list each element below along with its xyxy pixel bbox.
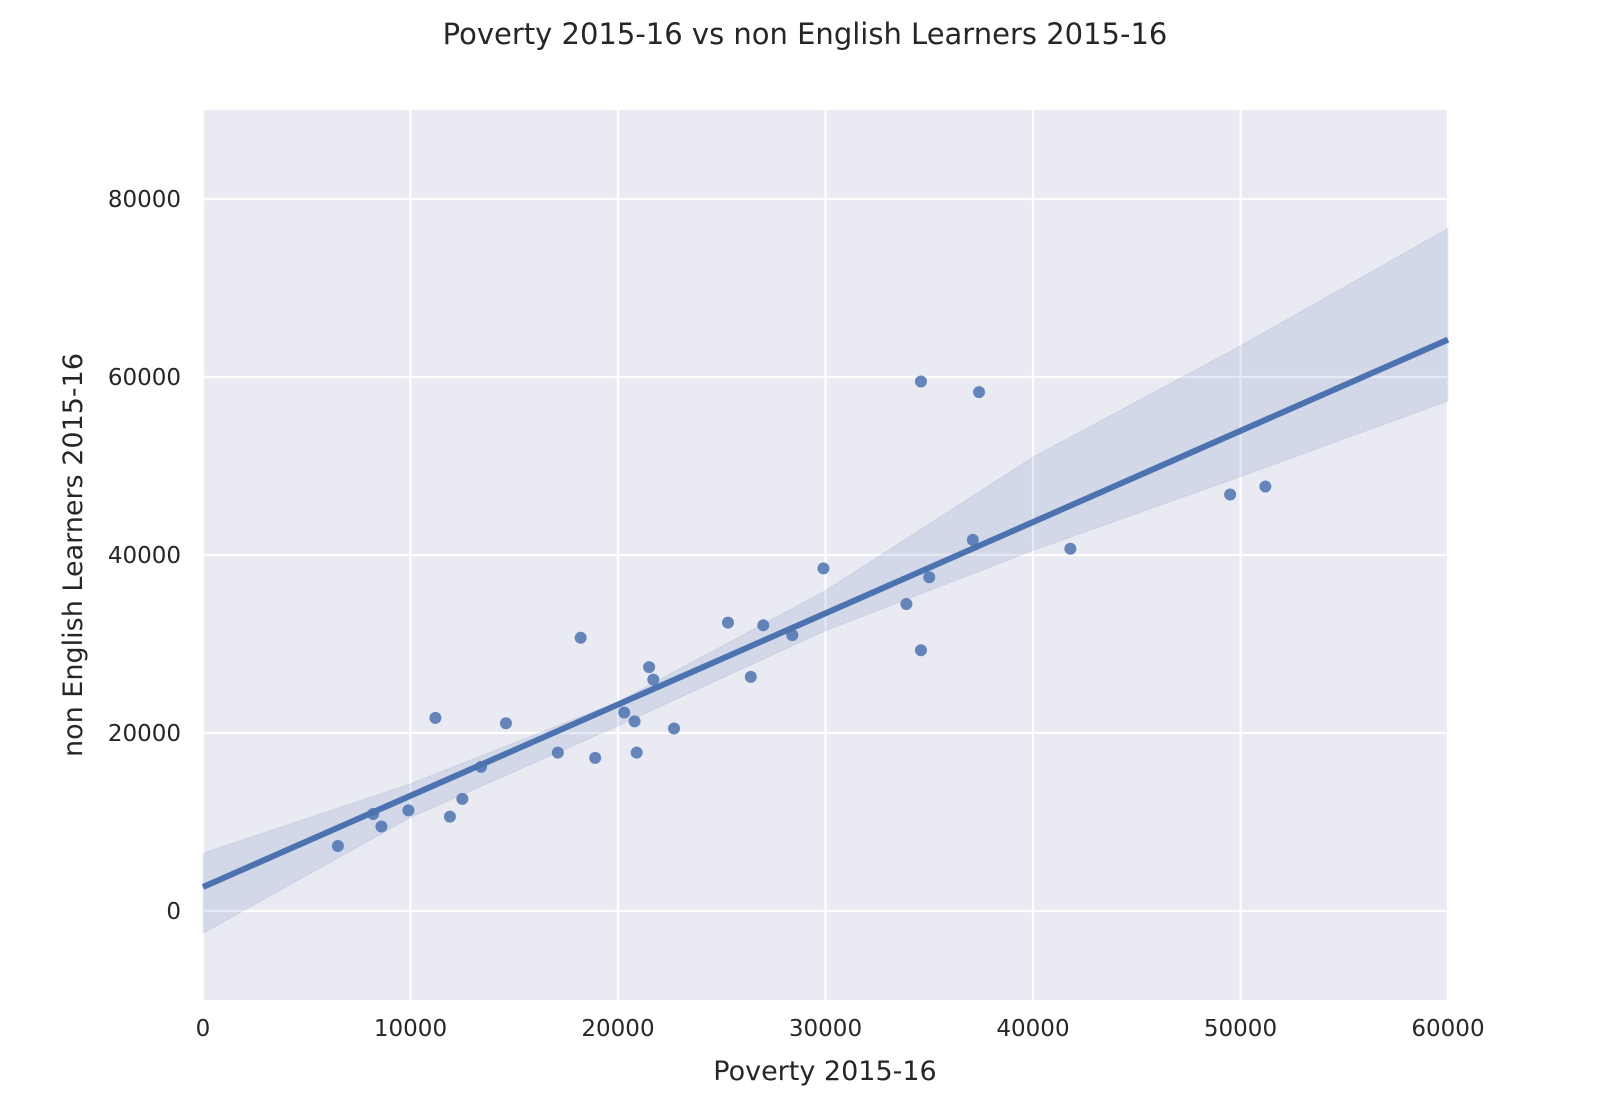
confidence-band-layer	[202, 227, 1449, 935]
data-point	[914, 644, 927, 657]
x-tick-labels: 0 10000 20000 30000 40000 50000 60000	[196, 1016, 1485, 1042]
x-tick-label: 30000	[789, 1016, 862, 1042]
y-tick-label: 40000	[108, 543, 181, 569]
data-point	[1224, 488, 1237, 501]
data-point	[786, 629, 799, 642]
x-tick-label: 10000	[374, 1016, 447, 1042]
data-point	[367, 807, 380, 820]
grid-lines	[201, 110, 1450, 1000]
data-point	[1259, 480, 1272, 493]
data-point	[456, 792, 469, 805]
x-tick-label: 20000	[581, 1016, 654, 1042]
data-point	[668, 722, 681, 735]
confidence-band	[202, 227, 1449, 935]
regression-line-layer	[201, 336, 1450, 890]
data-points	[331, 375, 1272, 853]
data-point	[744, 670, 757, 683]
data-point	[331, 840, 344, 853]
data-point	[1064, 542, 1077, 555]
data-point	[630, 746, 643, 759]
y-tick-labels: 0 20000 40000 60000 80000	[108, 187, 181, 925]
data-point	[551, 746, 564, 759]
data-point	[817, 562, 830, 575]
data-point	[429, 711, 442, 724]
data-point	[923, 571, 936, 584]
chart-title: Poverty 2015-16 vs non English Learners …	[443, 17, 1168, 51]
data-point	[375, 820, 388, 833]
data-point	[966, 533, 979, 546]
y-tick-label: 60000	[108, 365, 181, 391]
data-point	[589, 751, 602, 764]
data-point	[499, 717, 512, 730]
data-point	[628, 715, 641, 728]
data-point	[900, 597, 913, 610]
y-tick-label: 0	[166, 899, 181, 925]
y-tick-label: 80000	[108, 187, 181, 213]
data-point	[618, 706, 631, 719]
data-point	[475, 760, 488, 773]
data-point	[402, 804, 415, 817]
data-point	[574, 631, 587, 644]
data-point	[757, 619, 770, 632]
x-tick-label: 0	[196, 1016, 211, 1042]
data-point	[643, 661, 656, 674]
x-tick-label: 40000	[996, 1016, 1069, 1042]
y-axis-label: non English Learners 2015-16	[58, 353, 89, 757]
regression-line	[201, 336, 1450, 890]
x-tick-label: 50000	[1204, 1016, 1277, 1042]
data-point	[647, 673, 660, 686]
data-point	[973, 386, 986, 399]
x-axis-label: Poverty 2015-16	[713, 1056, 937, 1087]
x-tick-label: 60000	[1411, 1016, 1484, 1042]
data-point	[914, 375, 927, 388]
data-point	[443, 810, 456, 823]
data-point	[721, 616, 734, 629]
y-tick-label: 20000	[108, 721, 181, 747]
